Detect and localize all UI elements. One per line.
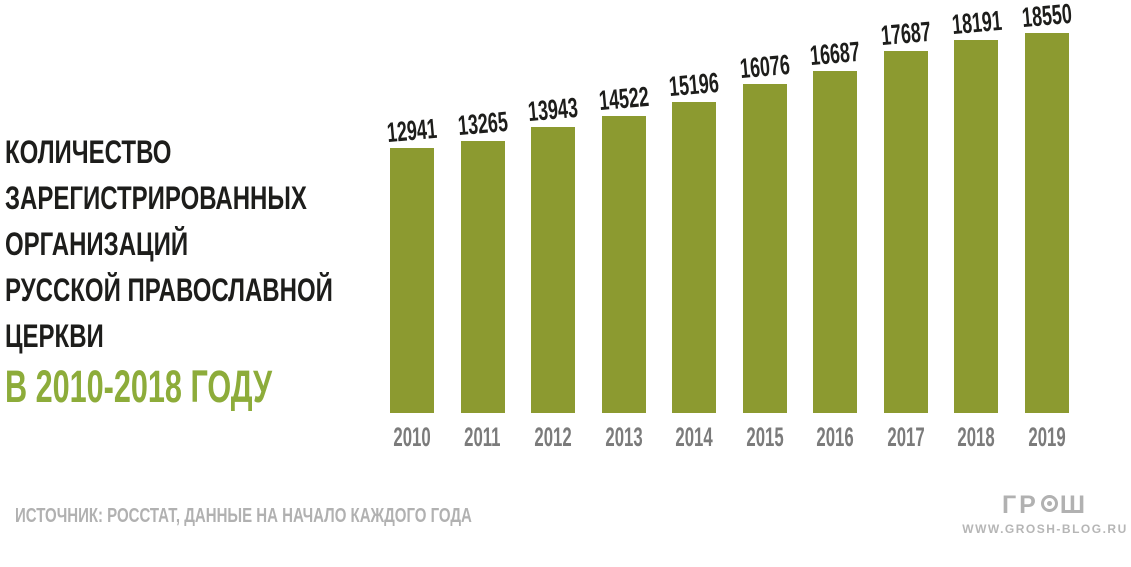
logo-wordmark: ГР Ш xyxy=(961,492,1129,518)
axis-label-2019: 2019 xyxy=(987,424,1107,451)
bar-2014 xyxy=(672,102,717,413)
axis-label-2013: 2013 xyxy=(564,424,684,451)
axis-label-2017: 2017 xyxy=(846,424,966,451)
source-note: ИСТОЧНИК: РОССТАТ, ДАННЫЕ НА НАЧАЛО КАЖД… xyxy=(15,505,624,528)
value-text-2019: 18550 xyxy=(1020,0,1074,34)
bar-2017 xyxy=(883,51,928,413)
bar-2012 xyxy=(531,127,576,413)
title-line-2-text: ЗАРЕГИСТРИРОВАННЫХ xyxy=(5,180,307,216)
title-line-1: КОЛИЧЕСТВО xyxy=(5,129,442,175)
title-line-3-text: ОРГАНИЗАЦИЙ xyxy=(5,226,189,262)
logo-wordmark-left: ГР xyxy=(1002,491,1039,519)
bar-2019 xyxy=(1025,33,1069,413)
axis-text-2010: 2010 xyxy=(393,422,431,452)
title-line-4-text: РУССКОЙ ПРАВОСЛАВНОЙ xyxy=(5,272,333,308)
axis-label-2018: 2018 xyxy=(916,424,1036,451)
title-line-5-text: ЦЕРКВИ xyxy=(5,318,104,354)
title-line-3: ОРГАНИЗАЦИЙ xyxy=(5,221,442,267)
title-line-2: ЗАРЕГИСТРИРОВАННЫХ xyxy=(5,175,442,221)
axis-text-2012: 2012 xyxy=(534,422,572,452)
axis-text-2011: 2011 xyxy=(464,422,501,452)
title-highlight: В 2010-2018 ГОДУ xyxy=(5,361,442,413)
axis-label-2014: 2014 xyxy=(634,424,754,451)
axis-label-2016: 2016 xyxy=(775,424,895,451)
axis-text-2013: 2013 xyxy=(605,422,643,452)
axis-text-2019: 2019 xyxy=(1028,422,1066,452)
grosh-logo: ГР Ш WWW.GROSH-BLOG.RU xyxy=(961,492,1129,536)
logo-wordmark-right: Ш xyxy=(1059,491,1088,519)
axis-text-2018: 2018 xyxy=(957,422,996,452)
axis-label-2012: 2012 xyxy=(493,424,613,451)
axis-text-2014: 2014 xyxy=(675,422,713,452)
coin-icon xyxy=(1040,495,1058,512)
bar-2011 xyxy=(460,141,505,413)
coin-dot xyxy=(1046,501,1052,506)
axis-label-2010: 2010 xyxy=(352,424,472,451)
logo-url: WWW.GROSH-BLOG.RU xyxy=(962,522,1128,536)
title-line-4: РУССКОЙ ПРАВОСЛАВНОЙ xyxy=(5,267,442,313)
bar-2010 xyxy=(390,148,434,413)
chart-title-block: КОЛИЧЕСТВО ЗАРЕГИСТРИРОВАННЫХ ОРГАНИЗАЦИ… xyxy=(5,129,442,413)
bar-2015 xyxy=(742,84,787,413)
axis-text-2015: 2015 xyxy=(746,422,784,452)
title-line-1-text: КОЛИЧЕСТВО xyxy=(5,134,172,170)
source-note-text: ИСТОЧНИК: РОССТАТ, ДАННЫЕ НА НАЧАЛО КАЖД… xyxy=(15,505,472,527)
bar-2013 xyxy=(601,116,646,413)
bar-2018 xyxy=(954,40,999,413)
axis-label-2011: 2011 xyxy=(423,424,543,451)
bar-2016 xyxy=(813,71,858,413)
axis-label-2015: 2015 xyxy=(705,424,825,451)
value-label-2019: 18550 xyxy=(987,0,1107,34)
title-highlight-text: В 2010-2018 ГОДУ xyxy=(5,361,272,412)
axis-text-2016: 2016 xyxy=(816,422,854,452)
title-line-5: ЦЕРКВИ xyxy=(5,313,442,359)
axis-text-2017: 2017 xyxy=(887,422,925,452)
